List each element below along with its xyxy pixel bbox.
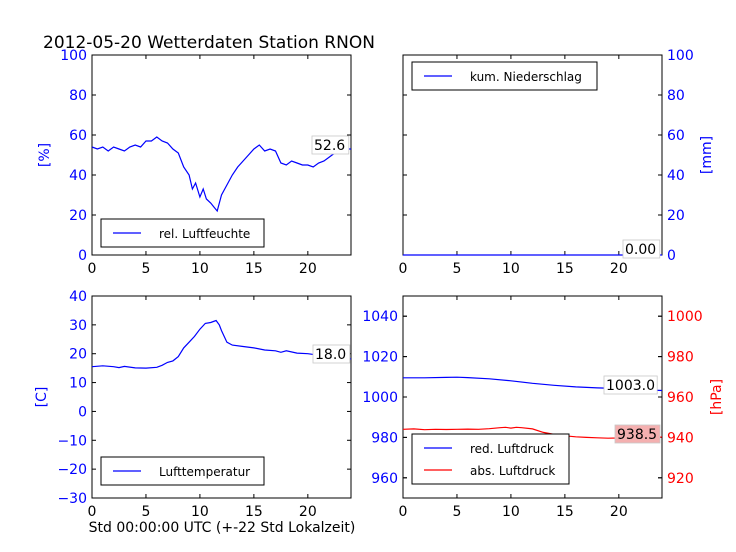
pressure-x-tick-label: 20 xyxy=(610,504,628,520)
pressure-y-tick-label: 980 xyxy=(371,430,398,446)
precip-y-tick-label: 0 xyxy=(667,248,676,264)
precip-x-tick-label: 15 xyxy=(556,261,574,277)
humidity-y-tick-label: 40 xyxy=(69,168,87,184)
temperature-y-tick-label: −20 xyxy=(57,462,87,478)
humidity-y-tick-label: 100 xyxy=(60,48,87,64)
humidity-series-line xyxy=(91,136,351,213)
pressure-y-tick-label: 940 xyxy=(667,430,694,446)
precip-y-tick-label: 20 xyxy=(667,208,685,224)
figure-title: 2012-05-20 Wetterdaten Station RNON xyxy=(43,33,375,53)
humidity-x-tick-label: 10 xyxy=(191,261,209,277)
pressure-y-tick-label: 1000 xyxy=(362,390,398,406)
humidity-y-tick-label: 0 xyxy=(78,248,87,264)
pressure-annotation-box xyxy=(603,375,658,395)
temperature-x-tick-label: 0 xyxy=(88,504,97,520)
temperature-legend-label: Lufttemperatur xyxy=(159,465,250,479)
pressure-y-tick-label: 920 xyxy=(667,471,694,487)
temperature-series-line xyxy=(91,319,352,369)
pressure-x-tick-label: 10 xyxy=(502,504,520,520)
temperature-x-tick-label: 15 xyxy=(245,504,263,520)
pressure-x-tick-label: 5 xyxy=(452,504,461,520)
temperature-y-axis-label: [C] xyxy=(34,387,50,408)
pressure-annotation-box xyxy=(614,424,661,444)
pressure-y-tick-label: 980 xyxy=(667,350,694,366)
pressure-y-tick-label: 960 xyxy=(371,471,398,487)
humidity-panel: 0 5 10 15 20 0 20 40 60 80 100 [%] rel. Luftfeuchte 5… xyxy=(37,48,352,277)
pressure-x-tick-label: 15 xyxy=(556,504,574,520)
humidity-x-tick-label: 5 xyxy=(141,261,150,277)
pressure-legend-box xyxy=(411,433,570,485)
pressure-y-tick-label: 1000 xyxy=(667,309,703,325)
precip-y-tick-label: 40 xyxy=(667,168,685,184)
precip-annotation-box xyxy=(622,239,661,259)
temperature-y-tick-label: 30 xyxy=(69,318,87,334)
pressure-annotation-label: 938.5 xyxy=(617,427,657,443)
temperature-x-tick-label: 5 xyxy=(141,504,150,520)
pressure-legend-label: red. Luftdruck xyxy=(470,442,554,456)
pressure-annotation-label: 1003.0 xyxy=(606,378,655,394)
pressure-x-tick-label: 0 xyxy=(399,504,408,520)
humidity-legend-label: rel. Luftfeuchte xyxy=(159,227,250,241)
humidity-x-tick-label: 20 xyxy=(299,261,317,277)
x-axis-label: Std 00:00:00 UTC (+-22 Std Lokalzeit) xyxy=(89,520,356,536)
temperature-y-tick-label: 20 xyxy=(69,347,87,363)
pressure-y-tick-label: 1020 xyxy=(362,350,398,366)
humidity-x-tick-label: 15 xyxy=(245,261,263,277)
pressure-legend-label: abs. Luftdruck xyxy=(470,464,555,478)
temperature-annotation-box xyxy=(312,344,351,364)
precip-legend-label: kum. Niederschlag xyxy=(470,70,582,84)
temperature-y-tick-label: −10 xyxy=(57,433,87,449)
humidity-y-tick-label: 20 xyxy=(69,208,87,224)
precip-x-tick-label: 0 xyxy=(399,261,408,277)
humidity-y-tick-label: 80 xyxy=(69,88,87,104)
precip-y-tick-label: 80 xyxy=(667,88,685,104)
precip-x-tick-label: 20 xyxy=(610,261,628,277)
precip-y-tick-label: 60 xyxy=(667,128,685,144)
pressure-panel: 0 5 10 15 20 960 980 1000 1020 1040 920 940 960 980 10… xyxy=(362,295,725,520)
precip-y-tick-label: 100 xyxy=(667,48,694,64)
temperature-panel: 0 5 10 15 20 −30 −20 −10 0 10 20 30 40 [C] Lufttempera… xyxy=(34,289,352,520)
humidity-annotation-label: 52.6 xyxy=(314,138,345,154)
temperature-y-tick-label: 40 xyxy=(69,289,87,305)
precip-panel: 0 5 10 15 20 0 20 40 60 80 100 [mm] kum. Niederschla… xyxy=(399,48,715,277)
temperature-x-tick-label: 10 xyxy=(191,504,209,520)
precip-legend-box xyxy=(411,61,598,91)
pressure-y-tick-label: 960 xyxy=(667,390,694,406)
humidity-y-tick-label: 60 xyxy=(69,128,87,144)
temperature-y-tick-label: 10 xyxy=(69,376,87,392)
temperature-y-tick-label: −30 xyxy=(57,491,87,507)
humidity-annotation-box xyxy=(311,135,350,155)
temperature-x-tick-label: 20 xyxy=(299,504,317,520)
precip-y-axis-label: [mm] xyxy=(699,136,715,174)
precip-annotation-label: 0.00 xyxy=(625,242,656,258)
temperature-y-tick-label: 0 xyxy=(78,404,87,420)
pressure-y-tick-label: 1040 xyxy=(362,309,398,325)
precip-x-tick-label: 10 xyxy=(502,261,520,277)
humidity-y-axis-label: [%] xyxy=(37,143,53,167)
pressure-y-axis-label: [hPa] xyxy=(709,379,725,415)
temperature-annotation-label: 18.0 xyxy=(315,347,346,363)
precip-x-tick-label: 5 xyxy=(452,261,461,277)
humidity-x-tick-label: 0 xyxy=(88,261,97,277)
